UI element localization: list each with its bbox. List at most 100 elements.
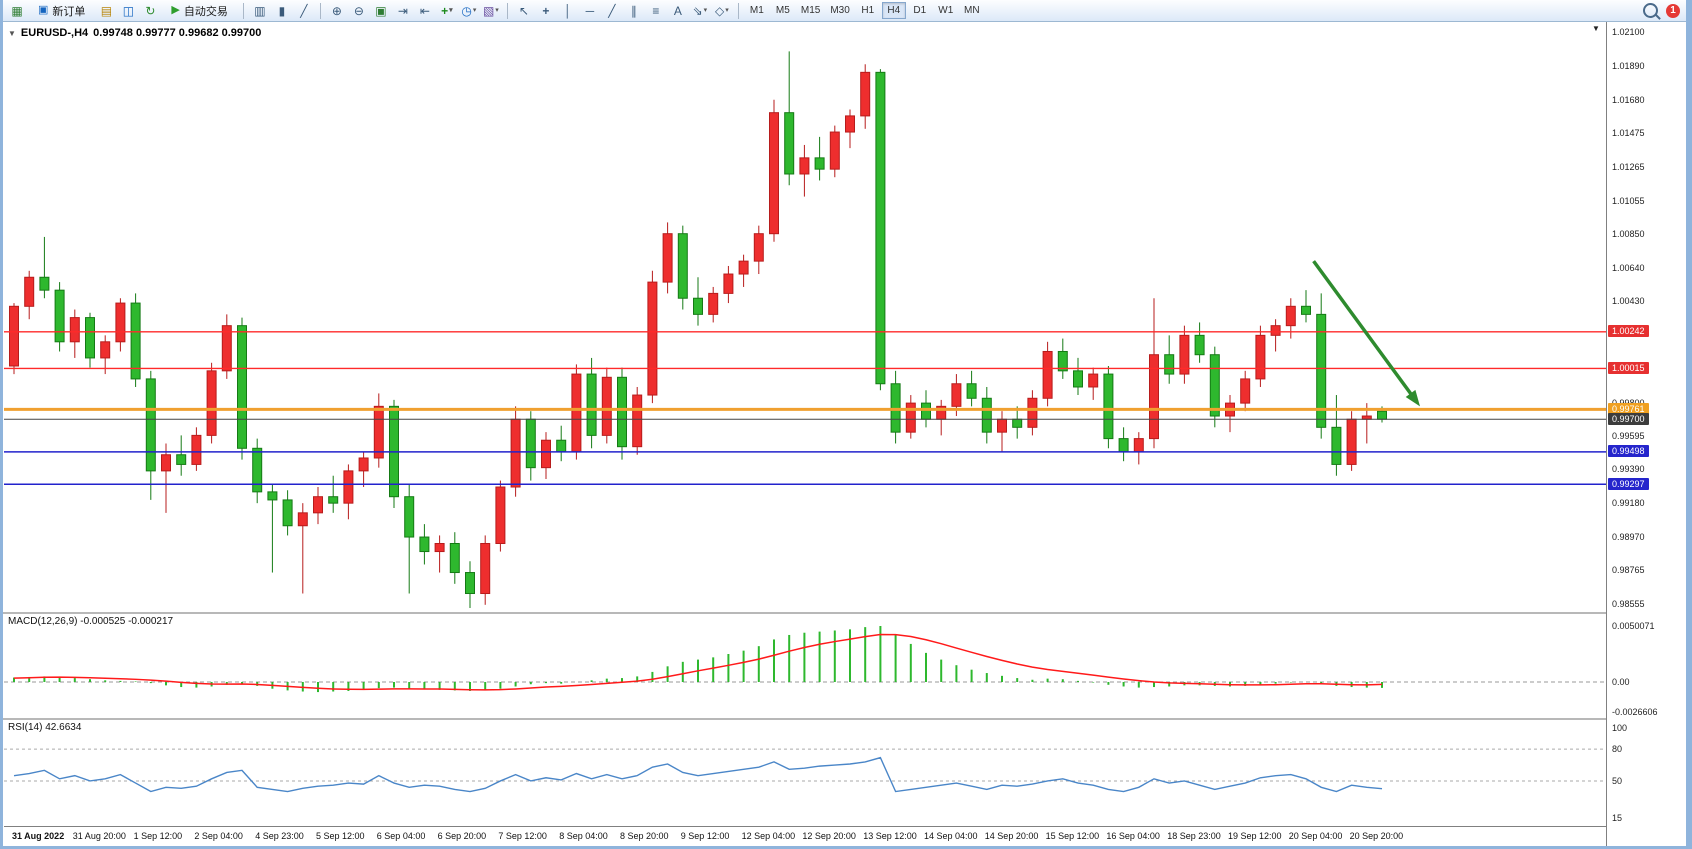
bull-candle [997,418,1007,433]
candlestick-icon[interactable]: ▮ [278,3,286,18]
bear-candle [54,289,65,343]
bull-candle [1255,334,1266,380]
bull-candle [1133,438,1144,453]
window-frame [0,846,1692,849]
timeframe-MN[interactable]: MN [960,2,984,19]
line-chart-icon[interactable]: ╱ [300,3,308,18]
bull-candle [541,439,551,469]
bear-candle [1012,418,1023,428]
time-axis[interactable]: 31 Aug 2022 31 Aug 20:00 1 Sep 12:00 2 Sep … [4,826,1606,847]
chart-shift-marker-icon[interactable]: ▼ [1592,24,1600,33]
axis-label: 100 [1612,723,1628,733]
zoom-out-icon[interactable]: ⊖ [353,3,364,18]
bull-candle [191,434,202,465]
bear-candle [465,572,475,595]
bear-candle [1377,410,1387,420]
timeframe-D1[interactable]: D1 [908,2,932,19]
timeframe-W1[interactable]: W1 [934,2,958,19]
time-axis-label: 5 Sep 12:00 [316,831,365,841]
trendline-icon[interactable]: ╱ [608,3,616,18]
ohlc-readout: 0.99748 0.99777 0.99682 0.99700 [93,27,262,39]
auto-trading-icon [171,5,179,16]
bull-candle [829,131,840,170]
indicators-icon[interactable]: + [436,1,458,21]
search-icon[interactable] [1643,3,1658,18]
templates-icon[interactable]: ▧ [480,1,502,21]
time-axis-label: 9 Sep 12:00 [680,831,730,841]
timeframe-H4[interactable]: H4 [881,2,906,19]
bear-candle [282,499,293,527]
bear-candle [404,496,415,538]
arrows-icon[interactable]: ⇘ [689,1,711,21]
trend-arrow-annotation[interactable] [1312,260,1416,400]
time-axis-label: 20 Sep 20:00 [1349,831,1404,841]
bull-candle [769,112,779,235]
axis-label: 1.01265 [1612,161,1645,172]
bear-candle [875,71,886,385]
bull-candle [1285,305,1296,327]
bear-candle [1073,370,1083,388]
bear-candle [586,373,597,436]
shapes-icon[interactable]: ◇ [711,1,733,21]
channel-icon[interactable]: ∥ [630,3,637,18]
vertical-line-icon[interactable]: │ [564,3,572,18]
profiles-icon[interactable]: ▤ [100,3,113,18]
price-axis[interactable]: 1.02100 1.01890 1.01680 1.01475 1.01265 1.010… [1606,22,1687,846]
new-order-button[interactable]: 新订单 [30,2,93,20]
axis-label: 1.02100 [1612,27,1645,37]
axis-label: 0.0050071 [1612,620,1655,631]
timeframe-M15[interactable]: M15 [797,2,824,19]
cursor-icon[interactable]: ↖ [518,3,529,18]
bull-candle [313,496,323,514]
macd-chart-canvas[interactable] [4,614,1606,718]
timeframe-H1[interactable]: H1 [856,2,880,19]
timeframe-M1[interactable]: M1 [745,2,769,19]
axis-label: 1.00430 [1612,296,1645,307]
horizontal-line-icon[interactable]: ─ [585,3,595,18]
new-chart-icon[interactable]: ▦ [11,3,23,18]
bar-chart-icon[interactable]: ▥ [254,3,266,18]
fibonacci-icon[interactable]: ≡ [652,3,660,18]
auto-scroll-icon[interactable]: ⇥ [397,3,408,18]
axis-label: 1.01055 [1612,195,1645,206]
price-chart-canvas[interactable] [4,22,1606,612]
crosshair-icon[interactable]: + [542,3,550,18]
bull-candle [373,405,384,459]
zoom-in-icon[interactable]: ⊕ [331,3,342,18]
one-click-trading-toggle-icon[interactable]: ▼ [8,28,16,38]
bear-candle [1103,373,1114,440]
panel-separator[interactable] [0,612,1686,615]
chart-shift-icon[interactable]: ⇤ [419,3,430,18]
rsi-chart-canvas[interactable] [4,720,1606,826]
time-axis-label: 19 Sep 12:00 [1228,831,1282,841]
panel-separator[interactable] [0,718,1686,721]
auto-trading-button[interactable]: 自动交易 [163,2,235,20]
text-icon[interactable]: A [673,3,682,18]
market-watch-icon[interactable]: ◫ [122,3,135,18]
bear-candle [145,378,156,472]
timeframe-M30[interactable]: M30 [826,2,853,19]
notification-badge[interactable]: 1 [1666,3,1680,18]
bear-candle [556,439,567,453]
timeframe-M5[interactable]: M5 [771,2,795,19]
macd-signal-line [13,633,1383,691]
tile-windows-icon[interactable]: ▣ [375,3,387,18]
bull-candle [951,383,962,407]
refresh-icon[interactable]: ↻ [145,3,156,18]
toolbar-group-chart-type: ▥ ▮ ╱ [249,1,315,21]
time-axis-label: 7 Sep 12:00 [498,831,547,841]
axis-label: 0.99595 [1612,431,1645,442]
window-frame [1686,0,1692,849]
auto-trading-label: 自动交易 [183,5,228,18]
bull-candle [161,454,171,472]
bull-candle [571,373,582,453]
bull-candle [905,402,916,433]
time-axis-label: 2 Sep 04:00 [194,831,243,841]
toolbar-group-timeframes: M1 M5 M15 M30 H1 H4 D1 W1 MN [744,2,985,19]
bear-candle [449,542,460,574]
time-axis-label: 6 Sep 04:00 [376,831,426,841]
time-axis-label: 4 Sep 23:00 [255,831,304,841]
axis-label: 1.01680 [1612,94,1645,105]
periods-icon[interactable]: ◷ [458,1,480,21]
